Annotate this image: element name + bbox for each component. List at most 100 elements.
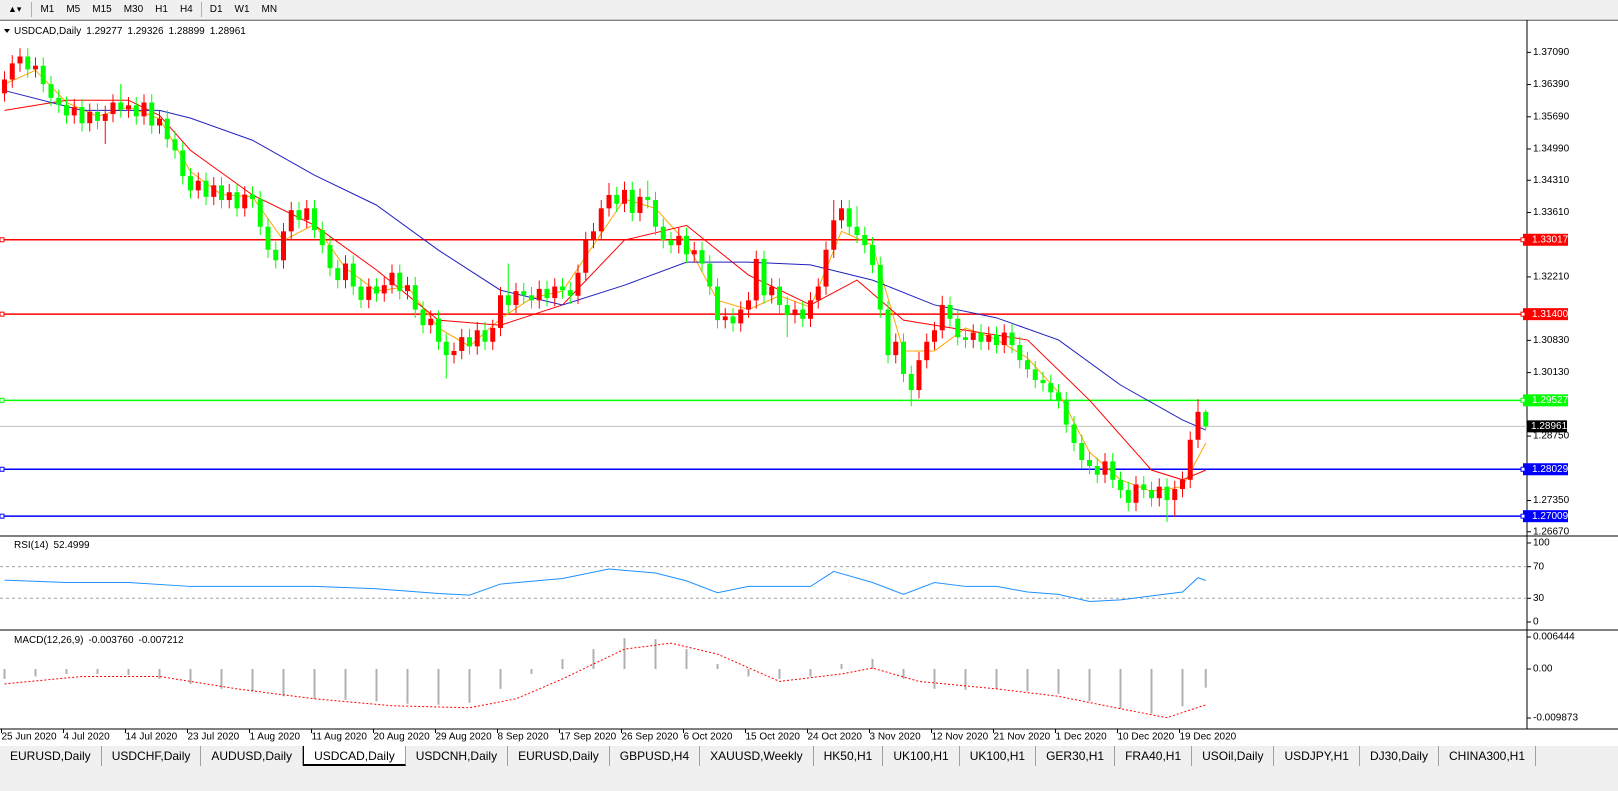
candle-body xyxy=(226,192,232,201)
candle-body xyxy=(684,235,689,255)
symbol-tab[interactable]: USOil,Daily xyxy=(1192,746,1275,766)
macd-histogram-bar xyxy=(778,668,781,679)
x-tick-label: 6 Oct 2020 xyxy=(684,732,733,743)
macd-histogram-bar xyxy=(561,659,564,669)
candle-body xyxy=(149,102,155,126)
candle-body xyxy=(1079,442,1085,461)
x-tick-label: 19 Dec 2020 xyxy=(1180,732,1237,743)
macd-histogram-bar xyxy=(933,668,936,689)
symbol-tab[interactable]: AUDUSD,Daily xyxy=(201,746,304,766)
candle-body xyxy=(2,79,7,94)
y-tick-label: 70 xyxy=(1533,561,1545,572)
y-tick-label: 0.00 xyxy=(1533,664,1553,675)
candle-body xyxy=(126,105,131,110)
candle-body xyxy=(932,330,937,342)
symbol-tab[interactable]: GER30,H1 xyxy=(1036,746,1116,766)
timeframe-button[interactable]: H1 xyxy=(155,4,168,15)
candle-body xyxy=(761,258,767,296)
candle-body xyxy=(970,332,976,340)
macd-histogram-bar xyxy=(313,668,316,699)
candle-body xyxy=(839,208,844,221)
header-value: 1.28961 xyxy=(210,26,247,37)
candle-body xyxy=(1017,344,1023,361)
macd-histogram-bar xyxy=(685,649,688,669)
symbol-tab[interactable]: XAUUSD,Weekly xyxy=(700,746,814,766)
symbol-tab[interactable]: USDCNH,Daily xyxy=(406,746,509,766)
candle-body xyxy=(467,337,472,347)
symbol-tab[interactable]: EURUSD,Daily xyxy=(0,746,102,766)
symbol-tab[interactable]: US xyxy=(1536,746,1540,766)
macd-histogram-bar xyxy=(220,668,223,689)
candle-body xyxy=(164,118,170,140)
timeframe-button[interactable]: M30 xyxy=(123,4,144,15)
timeframe-button[interactable]: D1 xyxy=(209,4,223,15)
y-tick-label: 1.33610 xyxy=(1533,207,1570,218)
macd-histogram-bar xyxy=(1204,668,1207,688)
candle-body xyxy=(715,286,720,321)
current-price-label: 1.28961 xyxy=(1531,421,1568,432)
x-tick-label: 24 Oct 2020 xyxy=(808,732,863,743)
candle-body xyxy=(691,250,697,255)
timeframe-button[interactable]: M15 xyxy=(92,4,112,15)
candle-body xyxy=(188,176,193,191)
x-tick-label: 1 Aug 2020 xyxy=(250,732,301,743)
candle-body xyxy=(1001,332,1007,345)
candle-body xyxy=(1063,400,1069,425)
candle-body xyxy=(1040,379,1046,384)
timeframe-button[interactable]: M5 xyxy=(66,4,81,15)
candle-body xyxy=(1187,439,1193,480)
symbol-tab[interactable]: GBPUSD,H4 xyxy=(610,746,701,766)
candle-body xyxy=(994,334,999,345)
x-tick-label: 11 Aug 2020 xyxy=(312,732,368,743)
candle-body xyxy=(335,268,341,281)
candle-body xyxy=(79,107,85,124)
symbol-tab[interactable]: CHINA300,H1 xyxy=(1439,746,1537,766)
candle-body xyxy=(505,295,511,305)
symbol-tab[interactable]: FRA40,H1 xyxy=(1115,746,1193,766)
x-tick-label: 4 Jul 2020 xyxy=(64,732,111,743)
candle-body xyxy=(64,104,69,116)
candle-body xyxy=(746,300,751,310)
candle-body xyxy=(374,286,379,294)
symbol-tab[interactable]: UK100,H1 xyxy=(883,746,960,766)
candle-body xyxy=(591,231,596,241)
symbol-tab[interactable]: UK100,H1 xyxy=(960,746,1037,766)
level-handle xyxy=(1520,237,1526,243)
rsi-line xyxy=(4,568,1206,602)
candle-body xyxy=(529,295,534,301)
timeframe-button[interactable]: M1 xyxy=(40,4,55,15)
level-handle xyxy=(0,311,5,317)
level-label: 1.27009 xyxy=(1532,511,1569,522)
candle-body xyxy=(854,226,860,236)
candle-body xyxy=(738,309,744,324)
cursor-tool[interactable]: ▲▾ xyxy=(8,4,22,14)
candle-body xyxy=(606,194,612,209)
candle-body xyxy=(180,150,186,177)
macd-histogram-bar xyxy=(499,668,502,689)
symbol-tab[interactable]: USDCAD,Daily xyxy=(303,746,406,766)
timeframe-button[interactable]: W1 xyxy=(234,4,250,15)
menu-arrow xyxy=(4,29,10,33)
y-tick-label: 1.37090 xyxy=(1533,47,1570,58)
symbol-tab[interactable]: HK50,H1 xyxy=(814,746,884,766)
y-tick-label: 1.30130 xyxy=(1533,367,1570,378)
candle-body xyxy=(877,264,883,310)
x-tick-label: 21 Nov 2020 xyxy=(994,732,1051,743)
x-tick-label: 29 Aug 2020 xyxy=(436,732,493,743)
symbol-tab[interactable]: USDJPY,H1 xyxy=(1274,746,1360,766)
level-label-box xyxy=(1523,463,1568,476)
y-tick-label: 1.34990 xyxy=(1533,144,1570,155)
candle-body xyxy=(862,235,868,246)
candle-body xyxy=(25,56,31,70)
macd-histogram-bar xyxy=(902,668,905,679)
symbol-tab[interactable]: DJ30,Daily xyxy=(1360,746,1439,766)
timeframe-button[interactable]: MN xyxy=(261,4,278,15)
candle-body xyxy=(412,285,418,310)
symbol-tab[interactable]: EURUSD,Daily xyxy=(508,746,610,766)
timeframe-button[interactable]: H4 xyxy=(179,4,193,15)
y-tick-label: 1.34310 xyxy=(1533,175,1570,186)
candle-body xyxy=(296,210,302,220)
symbol-tab[interactable]: USDCHF,Daily xyxy=(102,746,202,766)
y-tick-label: 1.35690 xyxy=(1533,111,1570,122)
candle-body xyxy=(1125,489,1131,503)
